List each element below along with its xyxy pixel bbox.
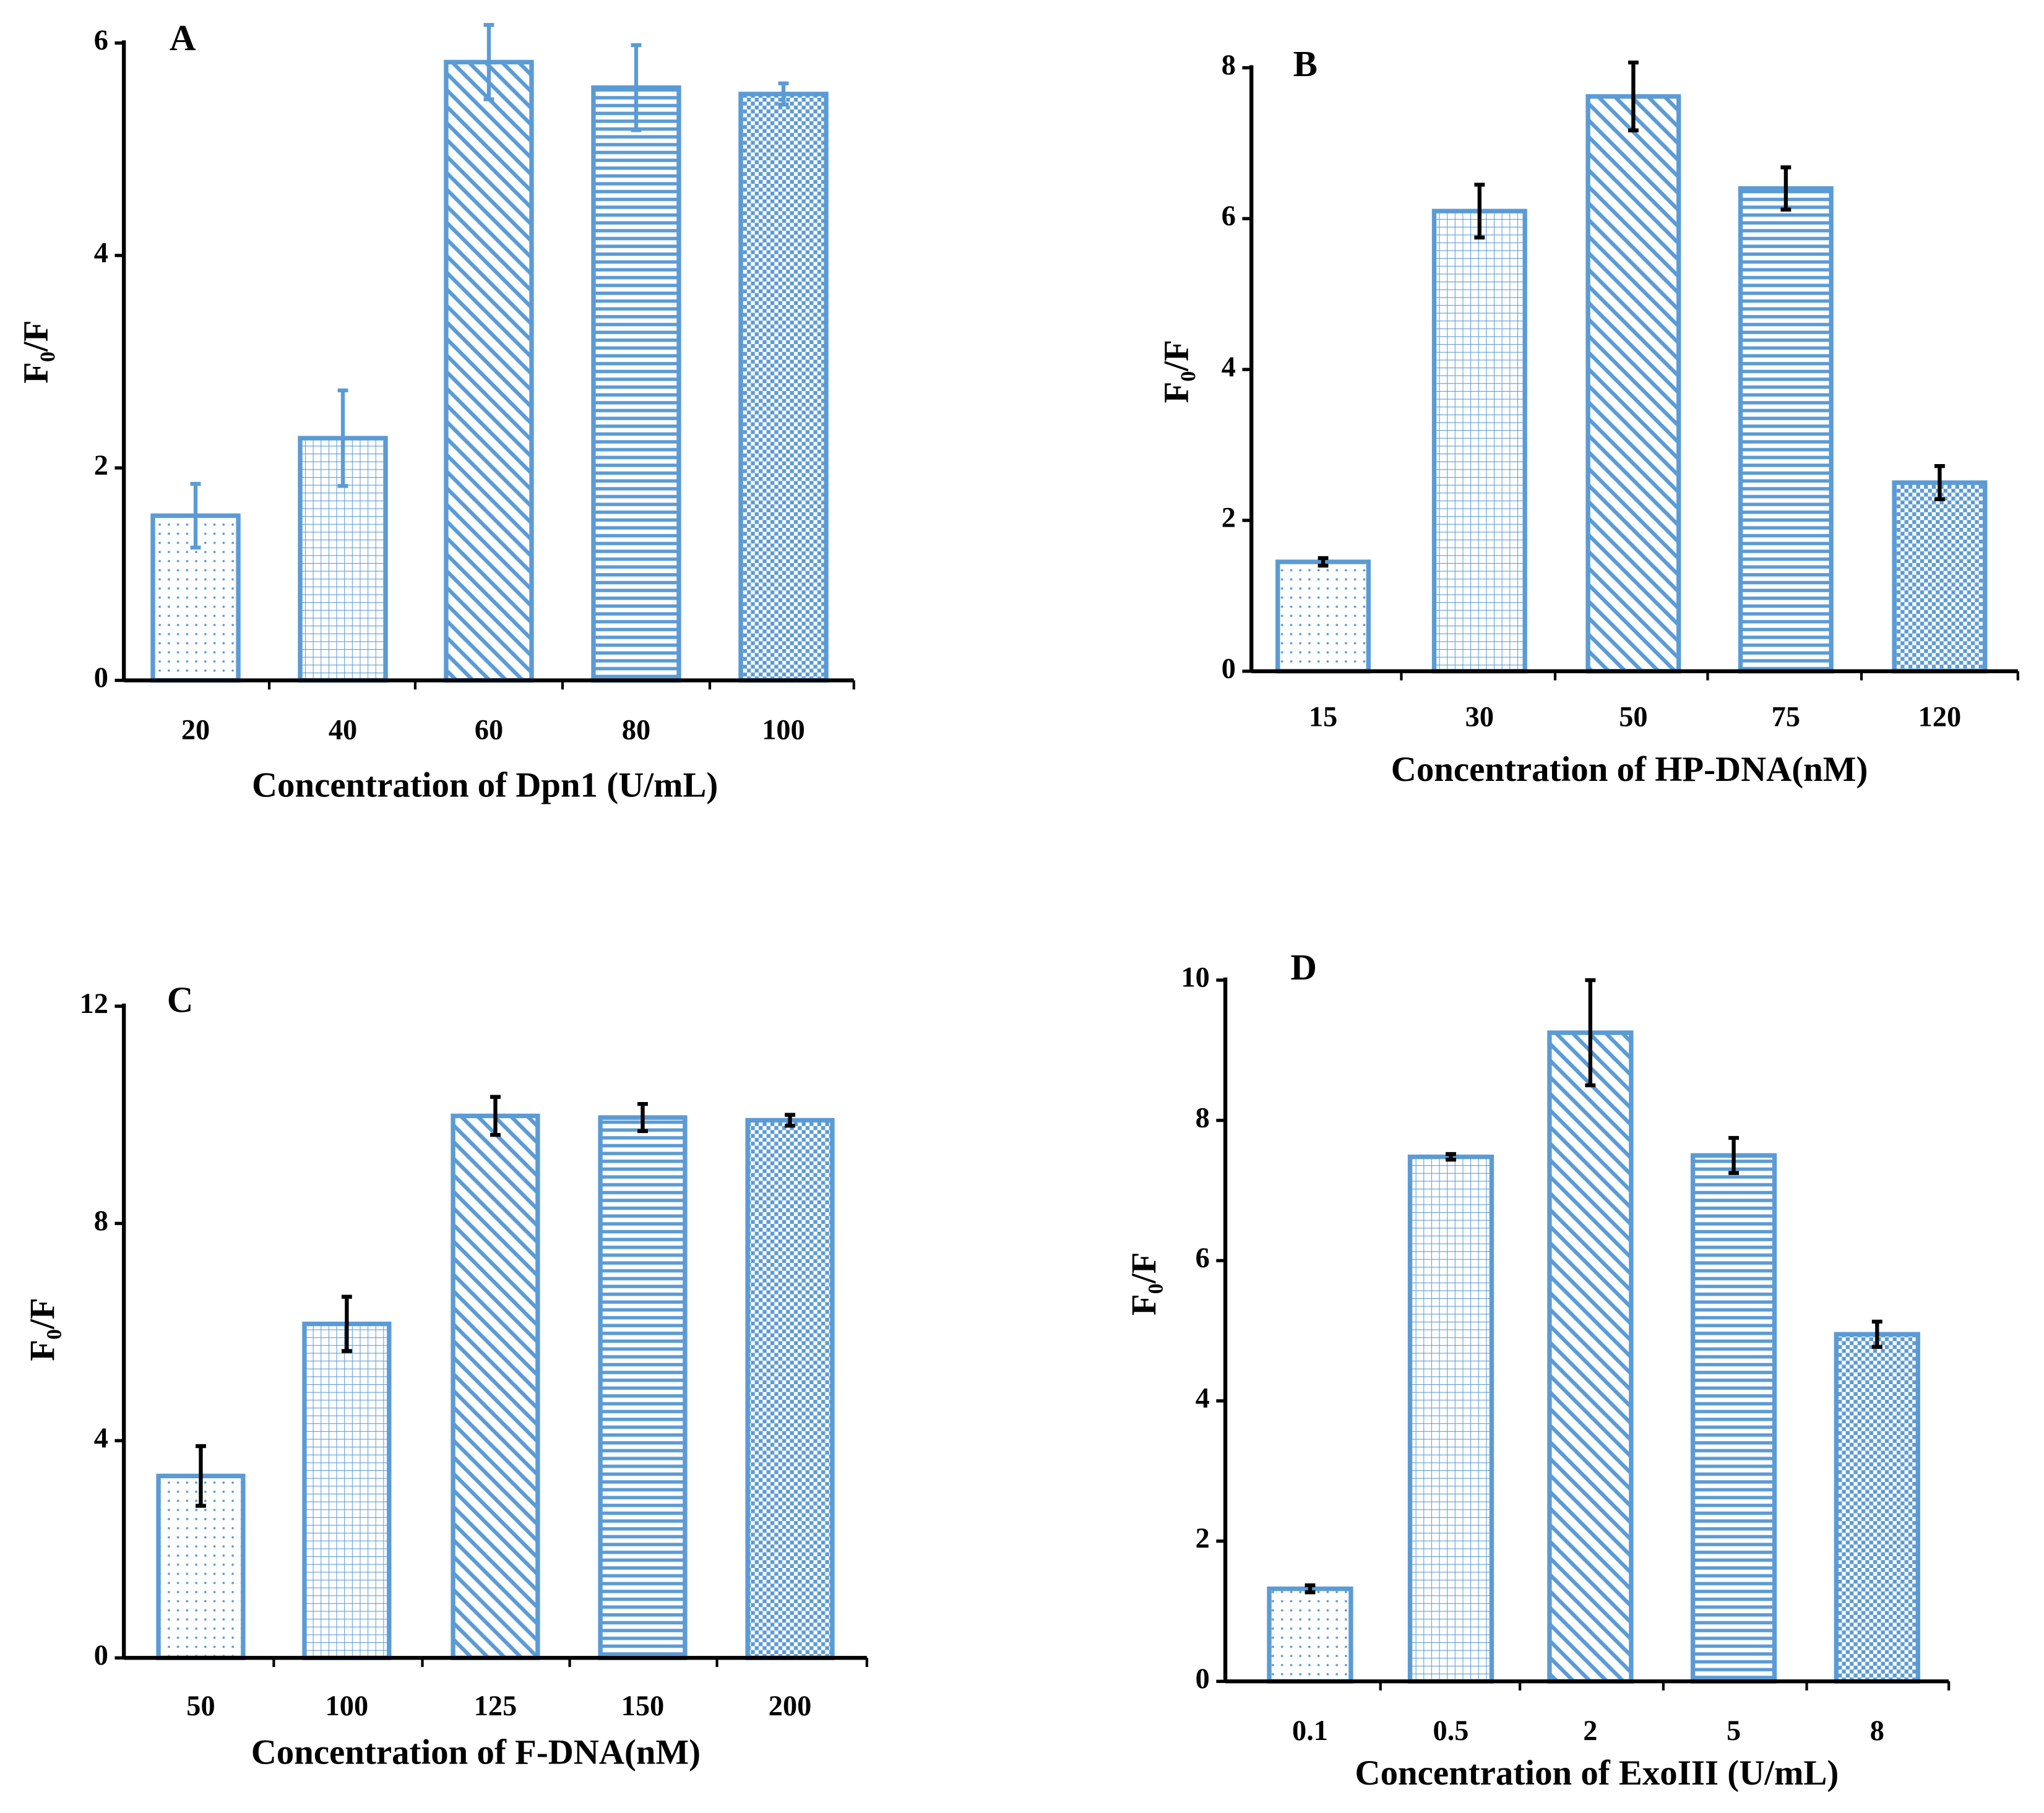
y-tick-label: 0 — [1222, 653, 1236, 684]
x-axis-title: Concentration of HP-DNA(nM) — [1391, 750, 1868, 789]
error-bar — [1317, 556, 1329, 568]
panel-label: A — [170, 17, 196, 58]
error-bar — [196, 1444, 206, 1508]
error-bar — [337, 388, 348, 488]
x-tick-label: 120 — [1918, 701, 1962, 733]
bar — [302, 1321, 392, 1661]
y-axis-title: F₀/F — [1124, 1252, 1163, 1316]
error-bar — [1446, 1152, 1456, 1162]
y-axis-title: F₀/F — [16, 321, 55, 384]
y-tick-label: 0 — [94, 1640, 108, 1671]
y-tick-label: 0 — [1196, 1663, 1210, 1695]
panel-label: D — [1290, 947, 1317, 988]
x-tick-label: 30 — [1465, 701, 1494, 733]
x-tick-label: 150 — [621, 1690, 665, 1722]
y-tick-label: 2 — [1222, 502, 1236, 534]
x-tick-label: 125 — [474, 1690, 517, 1722]
bar — [738, 92, 829, 683]
y-tick-label: 6 — [1222, 200, 1236, 232]
x-tick-label: 75 — [1772, 701, 1800, 733]
x-tick-label: 0.5 — [1433, 1715, 1469, 1747]
panel-label: C — [167, 979, 194, 1020]
x-tick-label: 100 — [326, 1690, 369, 1722]
y-tick-label: 4 — [1222, 351, 1236, 383]
y-tick-label: 0 — [94, 662, 108, 694]
x-tick-label: 5 — [1727, 1715, 1741, 1747]
error-bar — [1474, 183, 1485, 239]
x-tick-label: 50 — [186, 1690, 215, 1722]
x-tick-label: 40 — [329, 714, 357, 746]
y-tick-label: 8 — [94, 1205, 108, 1237]
y-tick-label: 4 — [94, 237, 108, 269]
bar — [598, 1115, 688, 1661]
y-tick-label: 8 — [1222, 50, 1236, 81]
bar — [1267, 1586, 1353, 1684]
error-bar — [637, 1101, 648, 1134]
error-bar — [785, 1113, 795, 1128]
bar — [745, 1118, 835, 1661]
error-bar — [1728, 1135, 1740, 1175]
x-tick-label: 80 — [622, 714, 650, 746]
bar — [1892, 480, 1988, 674]
bar — [1407, 1154, 1494, 1684]
bar — [451, 1113, 540, 1661]
bar — [591, 85, 681, 683]
error-bar — [1780, 165, 1792, 212]
y-tick-label: 8 — [1196, 1102, 1210, 1134]
x-tick-label: 15 — [1309, 701, 1337, 733]
error-bar — [190, 481, 201, 550]
error-bar — [341, 1294, 352, 1353]
x-tick-label: 100 — [762, 714, 805, 746]
bar — [1834, 1332, 1920, 1684]
y-tick-label: 10 — [1181, 962, 1209, 994]
bar — [1738, 186, 1834, 674]
y-tick-label: 2 — [1196, 1523, 1210, 1554]
x-tick-label: 50 — [1619, 701, 1647, 733]
bar — [444, 59, 534, 683]
x-axis-title: Concentration of F-DNA(nM) — [251, 1733, 701, 1772]
error-bar — [483, 23, 494, 101]
x-tick-label: 0.1 — [1292, 1715, 1328, 1747]
error-bar — [1934, 464, 1945, 502]
y-axis-title: F₀/F — [23, 1298, 62, 1361]
y-tick-label: 4 — [94, 1423, 108, 1454]
y-tick-label: 4 — [1196, 1383, 1210, 1415]
x-tick-label: 20 — [181, 714, 210, 746]
y-tick-label: 6 — [94, 25, 108, 56]
bar — [1275, 559, 1371, 674]
x-tick-label: 8 — [1870, 1715, 1884, 1747]
error-bar — [1871, 1319, 1882, 1349]
x-tick-label: 200 — [769, 1690, 812, 1722]
error-bar — [778, 81, 789, 107]
x-axis-title: Concentration of ExoIII (U/mL) — [1355, 1754, 1839, 1793]
error-bar — [631, 43, 642, 132]
y-tick-label: 2 — [94, 450, 108, 481]
panel-label: B — [1293, 43, 1317, 84]
bar — [1585, 94, 1681, 674]
y-tick-label: 6 — [1196, 1242, 1210, 1274]
x-axis-title: Concentration of Dpn1 (U/mL) — [252, 765, 718, 804]
error-bar — [1585, 978, 1596, 1088]
x-tick-label: 60 — [475, 714, 503, 746]
bar — [1547, 1030, 1634, 1684]
y-tick-label: 12 — [80, 988, 108, 1020]
x-tick-label: 2 — [1583, 1715, 1597, 1747]
error-bar — [1628, 60, 1639, 132]
y-axis-title: F₀/F — [1157, 340, 1196, 403]
bar — [1690, 1153, 1777, 1684]
error-bar — [490, 1095, 501, 1137]
bar — [1431, 209, 1527, 674]
error-bar — [1304, 1583, 1316, 1595]
